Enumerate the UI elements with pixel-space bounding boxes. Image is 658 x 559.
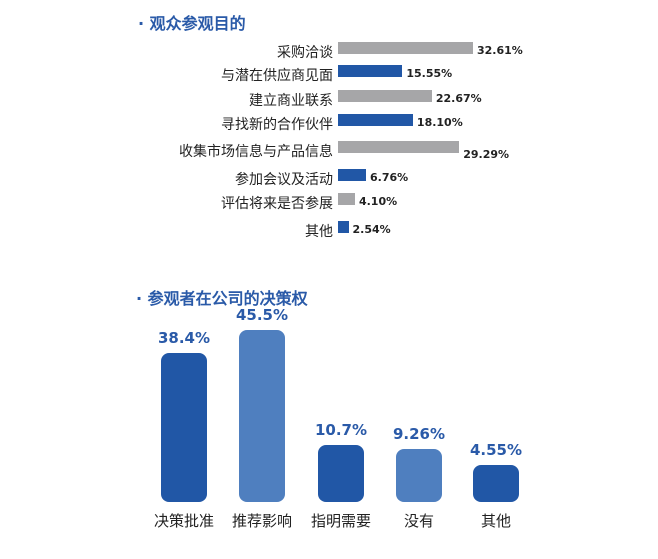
category-label: 建立商业联系: [249, 93, 333, 109]
category-label: 参加会议及活动: [235, 172, 333, 188]
bar: [318, 444, 364, 502]
bar: [338, 90, 432, 102]
data-label: 15.55%: [406, 67, 453, 80]
title-text: 参观者在公司的决策权: [147, 289, 308, 308]
category-label: 推荐影响: [231, 512, 292, 530]
data-label: 6.76%: [369, 171, 409, 184]
data-label: 2.54%: [352, 223, 391, 236]
bar: [338, 193, 355, 205]
bar: [338, 141, 460, 153]
data-label: 4.55%: [469, 440, 523, 459]
data-label: 29.29%: [463, 148, 510, 161]
category-label: 评估将来是否参展: [221, 196, 333, 212]
chart-title-decision: · 参观者在公司的决策权: [136, 289, 308, 308]
data-label: 38.4%: [157, 329, 211, 348]
category-label: 指明需要: [310, 512, 371, 530]
bar: [338, 65, 403, 77]
category-label: 采购洽谈: [277, 45, 333, 61]
bar: [239, 329, 285, 502]
data-label: 32.61%: [477, 44, 523, 57]
data-label: 22.67%: [435, 92, 482, 105]
category-label: 与潜在供应商见面: [221, 68, 333, 84]
bar: [396, 449, 442, 502]
data-label: 10.7%: [314, 420, 368, 439]
category-label: 收集市场信息与产品信息: [179, 144, 333, 160]
category-label: 决策批准: [153, 512, 214, 530]
data-label: 45.5%: [235, 305, 289, 324]
bar: [338, 169, 366, 181]
data-label: 18.10%: [416, 116, 463, 129]
data-label: 4.10%: [358, 195, 398, 208]
category-label: 其他: [480, 512, 511, 530]
bar: [338, 221, 349, 233]
category-label: 其他: [305, 224, 333, 240]
data-label: 9.26%: [392, 425, 446, 444]
bar: [338, 114, 413, 126]
bar: [473, 464, 519, 502]
category-label: 没有: [403, 512, 434, 530]
title-text: 观众参观目的: [149, 14, 246, 33]
bar: [161, 353, 207, 502]
category-label: 寻找新的合作伙伴: [221, 117, 333, 133]
bar: [338, 42, 473, 54]
chart-title-purpose: · 观众参观目的: [138, 14, 246, 33]
